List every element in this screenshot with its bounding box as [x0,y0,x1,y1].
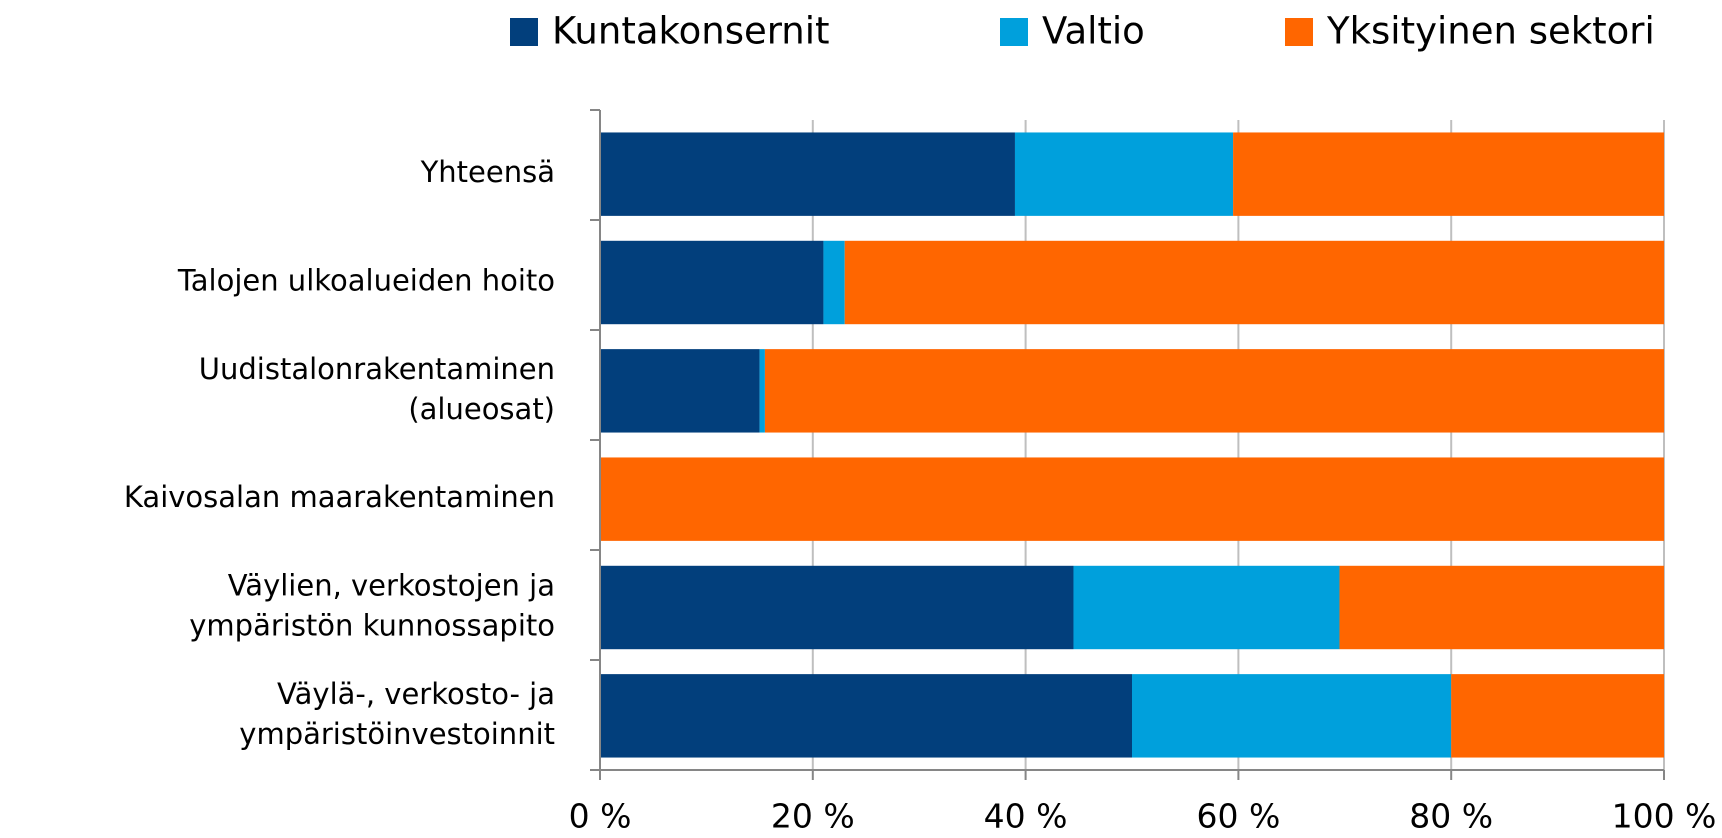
bar-segment [600,132,1015,216]
bar-segment [600,565,1074,650]
bar-segment [1073,565,1340,650]
bar-segment [600,674,1132,758]
bar-segment [844,240,1664,325]
y-tick-label: Yhteensä [420,155,555,189]
legend-label: Yksityinen sektori [1326,10,1655,53]
y-tick-label: Väylä-, verkosto- ja [277,677,555,711]
bar-segment [600,240,824,325]
x-tick-label: 100 % [1612,797,1717,836]
x-tick-label: 0 % [569,797,632,836]
x-tick-label: 60 % [1196,797,1280,836]
bar-segment [1132,674,1452,758]
y-tick-label: ympäristöinvestoinnit [239,717,555,751]
bar-segment [759,349,765,433]
y-tick-label: (alueosat) [408,392,555,426]
bar-segment [1339,565,1664,650]
y-tick-label: ympäristön kunnossapito [189,609,555,643]
bar-segment [600,457,1664,541]
legend-label: Kuntakonsernit [552,10,830,53]
bar-segment [1014,132,1234,216]
bar-segment [764,349,1664,433]
legend-label: Valtio [1042,10,1145,53]
legend-swatch [1000,18,1028,46]
x-tick-label: 40 % [984,797,1068,836]
bar-segment [1233,132,1664,216]
y-tick-label: Kaivosalan maarakentaminen [124,480,555,514]
bar-segment [600,349,760,433]
y-tick-label: Väylien, verkostojen ja [228,569,555,603]
legend-swatch [510,18,538,46]
x-tick-label: 20 % [771,797,855,836]
bar-segment [1451,674,1664,758]
y-tick-label: Uudistalonrakentaminen [199,352,555,386]
legend-swatch [1285,18,1313,46]
x-tick-label: 80 % [1409,797,1493,836]
bar-segment [823,240,845,325]
y-tick-label: Talojen ulkoalueiden hoito [177,264,555,298]
